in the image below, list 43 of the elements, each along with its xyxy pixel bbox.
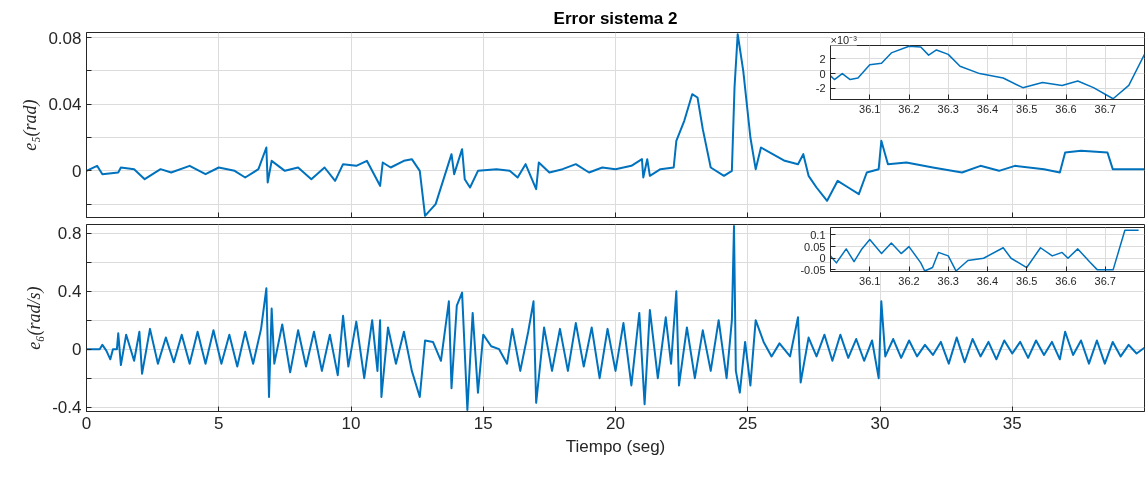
x-tick-label: 36.4 xyxy=(976,274,999,287)
x-tick-label: 36.7 xyxy=(1094,274,1116,287)
x-tick-label: 30 xyxy=(870,413,890,433)
x-tick-label: 36.3 xyxy=(937,274,959,287)
x-tick-label: 36.2 xyxy=(898,102,920,115)
y-axis-title: e₆(rad/s) xyxy=(24,286,46,350)
x-tick-label: 36.3 xyxy=(937,102,959,115)
y-tick-label: 0 xyxy=(819,252,826,265)
line-series xyxy=(86,33,1145,217)
y-tick-label: 0.05 xyxy=(804,240,826,253)
y-tick-label: 0.4 xyxy=(57,282,82,302)
x-tick-label: 36.5 xyxy=(1016,274,1038,287)
y-tick-label: 0.04 xyxy=(48,95,82,115)
line-series xyxy=(830,229,1140,272)
y-tick-label: -2 xyxy=(815,82,826,95)
x-tick-label: 35 xyxy=(1002,413,1022,433)
x-tick-label: 36.6 xyxy=(1055,274,1077,287)
x-tick-label: 10 xyxy=(341,413,361,433)
y-tick-label: 2 xyxy=(819,52,826,65)
x-tick-label: 15 xyxy=(473,413,493,433)
x-tick-label: 20 xyxy=(606,413,625,433)
x-tick-label: 36.1 xyxy=(859,102,881,115)
y-tick-label: 0 xyxy=(72,340,82,360)
x-tick-label: 5 xyxy=(214,413,224,433)
x-tick-label: 36.1 xyxy=(859,274,881,287)
y-axis-title: e₅(rad) xyxy=(20,99,42,151)
y-tick-label: -0.4 xyxy=(52,398,82,418)
annotation: ×10⁻³ xyxy=(830,33,858,46)
y-tick-label: 0.1 xyxy=(810,228,826,241)
y-tick-label: 0.8 xyxy=(57,224,82,244)
y-tick-label: -0.05 xyxy=(800,263,826,276)
chart-title: Error sistema 2 xyxy=(553,8,678,28)
x-tick-label: 36.2 xyxy=(898,274,920,287)
y-tick-label: 0 xyxy=(72,161,82,181)
x-tick-label: 36.6 xyxy=(1055,102,1077,115)
x-tick-label: 36.4 xyxy=(976,102,999,115)
y-tick-label: 0.08 xyxy=(48,28,82,48)
x-tick-label: 25 xyxy=(738,413,758,433)
x-tick-label: 36.5 xyxy=(1016,102,1038,115)
x-axis-title: Tiempo (seg) xyxy=(565,436,666,456)
line-series xyxy=(86,224,1145,412)
y-tick-label: 0 xyxy=(819,67,826,80)
x-tick-label: 36.7 xyxy=(1094,102,1116,115)
